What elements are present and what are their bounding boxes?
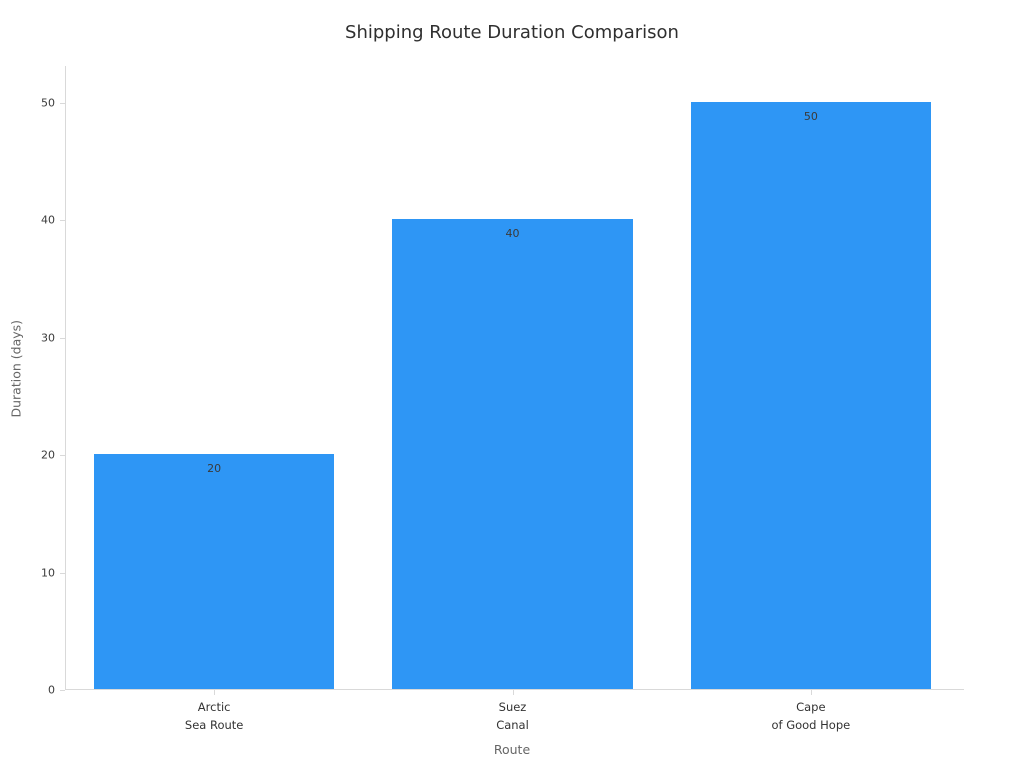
y-tick-mark — [60, 337, 65, 339]
x-tick-mark — [512, 690, 514, 695]
bar — [94, 454, 335, 689]
y-axis-title: Duration (days) — [8, 319, 24, 418]
y-tick-label: 40 — [41, 213, 55, 227]
chart-title: Shipping Route Duration Comparison — [345, 22, 679, 43]
y-tick-mark — [60, 572, 65, 574]
y-tick-label: 20 — [41, 448, 55, 462]
y-tick-mark — [60, 690, 65, 691]
y-tick-label: 10 — [41, 566, 55, 580]
bar — [392, 219, 633, 689]
bar-value-label: 40 — [505, 227, 520, 241]
bar — [690, 101, 931, 689]
x-tick-label-line: Sea Route — [184, 717, 244, 732]
x-tick-mark — [214, 690, 216, 695]
x-axis-title: Route — [493, 742, 531, 757]
bar-value-label: 50 — [803, 109, 818, 123]
y-axis-line — [65, 66, 66, 690]
bar-value-label: 20 — [207, 462, 222, 476]
x-tick-label-line: of Good Hope — [771, 717, 851, 732]
y-tick-label: 30 — [41, 331, 55, 345]
y-tick-label: 0 — [48, 683, 55, 697]
y-tick-mark — [60, 102, 65, 104]
x-tick-mark — [810, 690, 812, 695]
x-tick-label-line: Canal — [496, 717, 529, 732]
x-tick-label: Suez Canal — [496, 699, 529, 735]
x-tick-label-line: Cape — [796, 700, 826, 714]
y-tick-mark — [60, 455, 65, 457]
y-tick-label: 50 — [41, 96, 55, 110]
x-tick-label-line: Suez — [498, 700, 527, 714]
y-tick-mark — [60, 220, 65, 222]
x-tick-label: Cape of Good Hope — [771, 699, 850, 735]
x-tick-label-line: Arctic — [197, 700, 231, 714]
plot-area: 0 10 20 30 40 50 20 Arctic Sea Route 40 Suez Canal 5… — [41, 66, 964, 732]
x-axis-line — [65, 689, 964, 690]
x-tick-label: Arctic Sea Route — [185, 699, 243, 735]
